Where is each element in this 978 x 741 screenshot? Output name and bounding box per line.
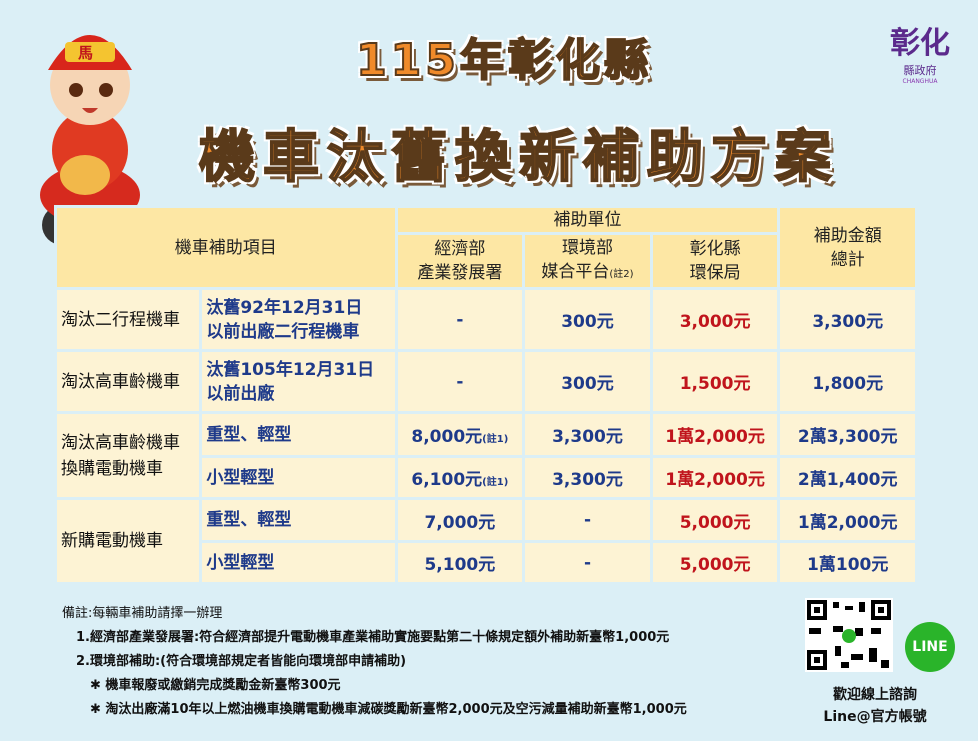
cell-col2: 300元 — [522, 349, 653, 414]
table-row: 新購電動機車 重型、輕型 7,000元 - 5,000元 1萬2,000元 — [53, 497, 918, 585]
cell-col1: - — [394, 287, 526, 352]
cell-col3: 1萬2,000元 — [649, 455, 781, 500]
header-total: 補助金額 總計 — [777, 205, 918, 290]
note-item: 2.環境部補助:(符合環境部規定者皆能向環境部申請補助) — [76, 654, 407, 669]
row-name: 淘汰二行程機車 — [53, 287, 203, 352]
row-sub: 重型、輕型 — [199, 497, 398, 543]
note-item: 1.經濟部產業發展署:符合經濟部提升電動機車產業補助實施要點第二十條規定額外補助… — [76, 630, 670, 645]
header-item: 機車補助項目 — [54, 205, 398, 290]
row-sub: 重型、輕型 — [199, 411, 398, 458]
cell-col1: - — [394, 349, 526, 414]
cell-col3: 3,000元 — [649, 287, 781, 352]
row-sub: 小型輕型 — [199, 455, 398, 500]
cell-total: 1萬2,000元 — [777, 497, 918, 543]
subsidy-table: 機車補助項目 補助單位 補助金額 總計 經濟部 產業發展署 環境部 媒合平台(註2) … — [53, 205, 918, 585]
cell-col3: 5,000元 — [649, 497, 781, 543]
row-sub: 汰舊92年12月31日 以前出廠二行程機車 — [199, 287, 398, 352]
page-title-line1: 115年彰化縣 — [355, 34, 652, 87]
cell-col1: 5,100元 — [394, 540, 526, 585]
cell-col2: 3,300元 — [522, 455, 653, 500]
line-icon[interactable]: LINE — [905, 622, 955, 672]
row-name: 新購電動機車 — [53, 497, 203, 585]
note-title: 備註:每輛車補助請擇一辦理 — [62, 606, 223, 621]
cell-total: 1萬100元 — [777, 540, 918, 585]
row-sub: 汰舊105年12月31日 以前出廠 — [199, 349, 398, 414]
row-name: 淘汰高車齡機車 — [53, 349, 203, 414]
cell-col1: 6,100元(註1) — [394, 455, 526, 500]
notes: 備註:每輛車補助請擇一辦理 1.經濟部產業發展署:符合經濟部提升電動機車產業補助… — [62, 602, 687, 722]
cell-col2: - — [522, 497, 653, 543]
note-item: ✱ 機車報廢或繳銷完成獎勵金新臺幣300元 — [90, 678, 341, 693]
cell-col2: 3,300元 — [522, 411, 653, 458]
cell-total: 3,300元 — [777, 287, 918, 352]
cell-col2: - — [522, 540, 653, 585]
table-row: 小型輕型 6,100元(註1) 3,300元 1萬2,000元 2萬1,400元 — [56, 455, 918, 500]
table-row: 淘汰高車齡機車 換購電動機車 重型、輕型 8,000元(註1) 3,300元 1萬… — [53, 411, 918, 500]
cell-col1: 8,000元(註1) — [394, 411, 526, 458]
page-title-line2: 機車汰舊換新補助方案 — [198, 124, 839, 191]
table-row: 小型輕型 5,100元 - 5,000元 1萬100元 — [56, 540, 918, 585]
cell-total: 2萬1,400元 — [777, 455, 918, 500]
contact-line1: 歡迎線上諮詢 — [833, 687, 917, 703]
cell-col3: 5,000元 — [649, 540, 781, 585]
qr-code[interactable] — [805, 598, 893, 672]
cell-total: 1,800元 — [777, 349, 918, 414]
header-col1: 經濟部 產業發展署 — [394, 232, 526, 290]
cell-col3: 1萬2,000元 — [649, 411, 781, 458]
contact-line2: Line@官方帳號 — [823, 709, 927, 725]
row-sub: 小型輕型 — [199, 540, 398, 585]
mascot-hat-text: 馬 — [78, 44, 94, 62]
header-unit: 補助單位 — [394, 205, 781, 235]
cell-total: 2萬3,300元 — [777, 411, 918, 458]
note-item: ✱ 淘汰出廠滿10年以上燃油機車換購電動機車減碳獎勵新臺幣2,000元及空污減量… — [90, 702, 687, 717]
cell-col1: 7,000元 — [394, 497, 526, 543]
cell-col3: 1,500元 — [649, 349, 781, 414]
cell-col2: 300元 — [522, 287, 653, 352]
row-name: 淘汰高車齡機車 換購電動機車 — [53, 411, 203, 500]
table-row: 淘汰二行程機車 汰舊92年12月31日 以前出廠二行程機車 - 300元 3,00… — [53, 287, 918, 352]
changhua-logo: 彰化 縣政府 CHANGHUA — [890, 26, 950, 85]
table-row: 淘汰高車齡機車 汰舊105年12月31日 以前出廠 - 300元 1,500元 1… — [53, 349, 918, 414]
header-col2: 環境部 媒合平台(註2) — [522, 232, 653, 290]
header-col3: 彰化縣 環保局 — [649, 232, 781, 290]
